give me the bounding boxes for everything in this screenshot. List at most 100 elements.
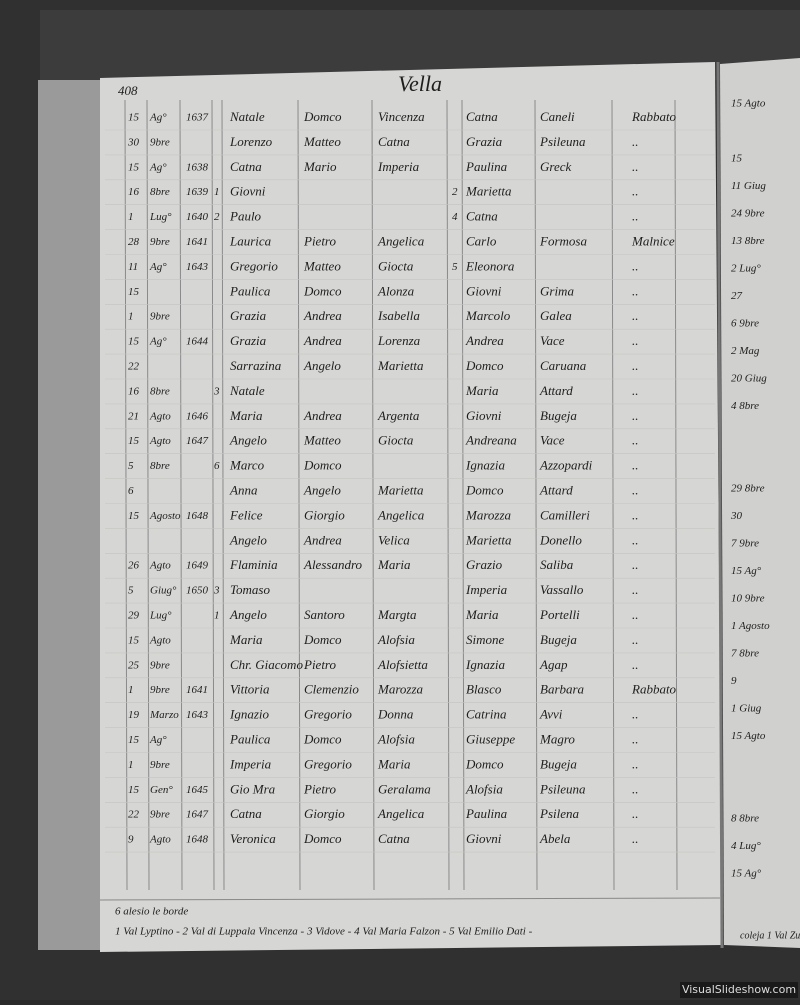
entry-cell: Ag° (149, 261, 167, 273)
entry-cell: Paulica (229, 731, 271, 746)
entry-cell: 1637 (186, 112, 209, 124)
entry-cell: .. (632, 831, 639, 846)
entry-cell: Pietro (303, 781, 337, 796)
entry-cell: Marietta (377, 482, 424, 497)
right-footer: coleja 1 Val Zuir (740, 930, 800, 941)
entry-cell: Carlo (466, 233, 497, 248)
entry-cell: Agto (149, 560, 171, 572)
right-date: 30 (730, 510, 743, 522)
entry-cell: 15 (128, 112, 140, 124)
entry-cell: Blasco (466, 682, 502, 697)
entry-cell: Camilleri (540, 507, 590, 522)
entry-cell: Marcolo (465, 308, 511, 323)
column-line (446, 99, 450, 891)
entry-cell: 15 (128, 634, 140, 646)
entry-cell: Rabbato (631, 682, 677, 697)
entry-cell: 28 (128, 236, 140, 248)
entry-cell: Gio Mra (230, 781, 276, 796)
entry-cell: Psilena (539, 806, 579, 821)
entry-cell: .. (632, 209, 639, 224)
entry-cell: Domco (303, 283, 342, 298)
entry-cell: Imperia (465, 582, 508, 597)
entry-cell: Andrea (303, 333, 342, 348)
entry-cell: Matteo (303, 258, 341, 273)
entry-cell: 1641 (186, 684, 208, 696)
entry-cell: 1643 (186, 709, 209, 721)
entry-cell: 1643 (186, 261, 209, 273)
entry-cell: 21 (128, 410, 139, 422)
entry-cell: .. (632, 258, 639, 273)
entry-cell: Sarrazina (230, 358, 282, 373)
entry-cell: Angelo (229, 607, 267, 622)
right-date: 15 (731, 153, 743, 165)
entry-cell: Pietro (303, 657, 337, 672)
entry-cell: Magro (539, 731, 575, 746)
gutter (716, 61, 724, 949)
entry-cell: Caruana (540, 358, 587, 373)
entry-cell: 8bre (150, 385, 170, 397)
entry-cell: Marco (229, 458, 265, 473)
page-number: 408 (118, 83, 138, 98)
entry-cell: .. (632, 607, 639, 622)
entry-cell: Alofsia (377, 731, 415, 746)
column-line (674, 99, 678, 891)
right-date: 9 (731, 675, 737, 687)
entry-cell: Lug° (149, 211, 172, 223)
entry-cell: Alessandro (303, 557, 363, 572)
entry-cell: Ag° (149, 161, 167, 173)
right-date: 24 9bre (731, 208, 765, 220)
entry-cell: 9bre (150, 684, 170, 696)
entry-cell: Domco (303, 831, 342, 846)
column-line (179, 99, 183, 891)
footer-rule (99, 897, 721, 901)
entry-cell: Abela (539, 831, 571, 846)
entry-cell: Eleonora (465, 258, 515, 273)
right-date: 8 8bre (731, 813, 759, 825)
entry-cell: Giug° (150, 585, 177, 597)
entry-cell: 1647 (186, 809, 209, 821)
entry-cell: 1 (128, 211, 134, 223)
entry-cell: 1644 (186, 336, 209, 348)
entry-cell: Giovni (230, 184, 266, 199)
entry-cell: 9 (128, 834, 134, 846)
entry-cell: Marzo (149, 709, 179, 721)
entry-cell: .. (632, 731, 639, 746)
entries: 15 Ag° 1637 Natale Domco Vincenza Catna Caneli R… (105, 109, 715, 853)
entry-cell: 22 (128, 361, 140, 373)
entry-cell: Bugeja (540, 756, 577, 771)
entry-cell: .. (632, 507, 639, 522)
entry-cell: Vace (540, 433, 565, 448)
right-date: 1 Giug (731, 703, 762, 715)
entry-cell: 2 (214, 211, 220, 223)
right-date: 6 9bre (731, 318, 759, 330)
entry-cell: 1 (128, 684, 134, 696)
entry-cell: 19 (128, 709, 140, 721)
entry-cell: Gen° (150, 784, 173, 796)
right-date: 2 Mag (731, 345, 760, 357)
entry-cell: 5 (128, 460, 134, 472)
right-date: 15 Ag° (731, 565, 762, 577)
entry-cell: Greck (540, 159, 572, 174)
entry-cell: Argenta (377, 408, 420, 423)
entry-cell: Angelica (377, 507, 425, 522)
entry-cell: 1641 (186, 236, 208, 248)
entry-cell: Marietta (465, 184, 512, 199)
entry-cell: Matteo (303, 134, 341, 149)
entry-cell: Vincenza (378, 109, 425, 124)
entry-cell: Angelo (229, 433, 267, 448)
entry-cell: Azzopardi (539, 458, 593, 473)
entry-cell: Santoro (304, 607, 345, 622)
entry-cell: Attard (539, 482, 573, 497)
column-line (534, 99, 538, 891)
entry-cell: 1640 (186, 211, 209, 223)
entry-cell: Maria (377, 756, 411, 771)
entry-cell: Grazio (466, 557, 503, 572)
entry-cell: Galea (540, 308, 572, 323)
entry-cell: .. (632, 632, 639, 647)
entry-cell: .. (632, 283, 639, 298)
entry-cell: Alofsia (465, 781, 503, 796)
entry-cell: Andrea (303, 408, 342, 423)
entry-cell: Maria (465, 607, 499, 622)
entry-cell: Maria (229, 632, 263, 647)
right-page (720, 58, 800, 948)
